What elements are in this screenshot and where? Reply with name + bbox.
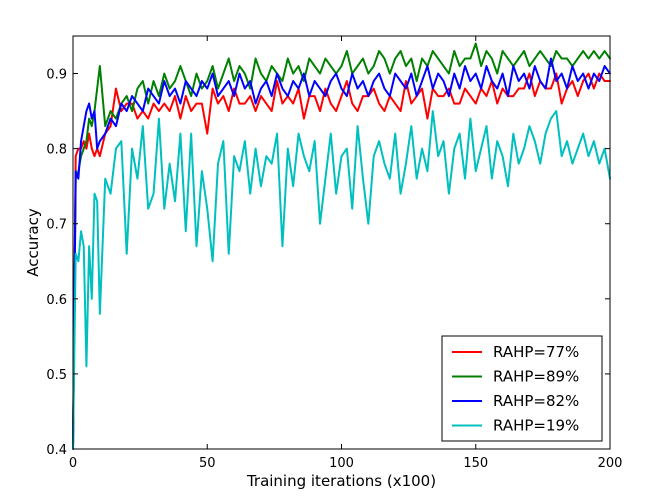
legend-label-1: RAHP=77% xyxy=(493,343,579,361)
legend: RAHP=77% RAHP=89% RAHP=82% RAHP=19% xyxy=(441,335,603,442)
series-line-3 xyxy=(72,57,611,450)
series-line-4 xyxy=(72,110,611,450)
legend-label-2: RAHP=89% xyxy=(493,368,579,386)
x-tick-label: 0 xyxy=(69,456,77,471)
y-tick-label: 0.5 xyxy=(46,368,67,383)
y-axis-label: Accuracy xyxy=(24,208,42,277)
y-tick-label: 0.7 xyxy=(46,218,67,233)
y-tick-label: 0.6 xyxy=(46,293,67,308)
y-tick-label: 0.4 xyxy=(46,443,67,458)
y-tick-label: 0.9 xyxy=(46,68,67,83)
x-tick-label: 100 xyxy=(329,456,354,471)
y-tick-label: 0.8 xyxy=(46,143,67,158)
series-line-1 xyxy=(72,72,611,450)
x-axis-label: Training iterations (x100) xyxy=(246,472,436,490)
legend-label-4: RAHP=19% xyxy=(493,417,579,435)
series-line-2 xyxy=(72,42,611,450)
x-tick-label: 50 xyxy=(199,456,216,471)
x-tick-label: 150 xyxy=(463,456,488,471)
series-layer xyxy=(72,42,611,450)
legend-box xyxy=(441,335,603,442)
x-tick-label: 200 xyxy=(598,456,623,471)
legend-label-3: RAHP=82% xyxy=(493,392,579,410)
ticks-layer: 0 50 100 150 200 0.4 0.5 0.6 0.7 0.8 0.9 xyxy=(46,36,622,471)
